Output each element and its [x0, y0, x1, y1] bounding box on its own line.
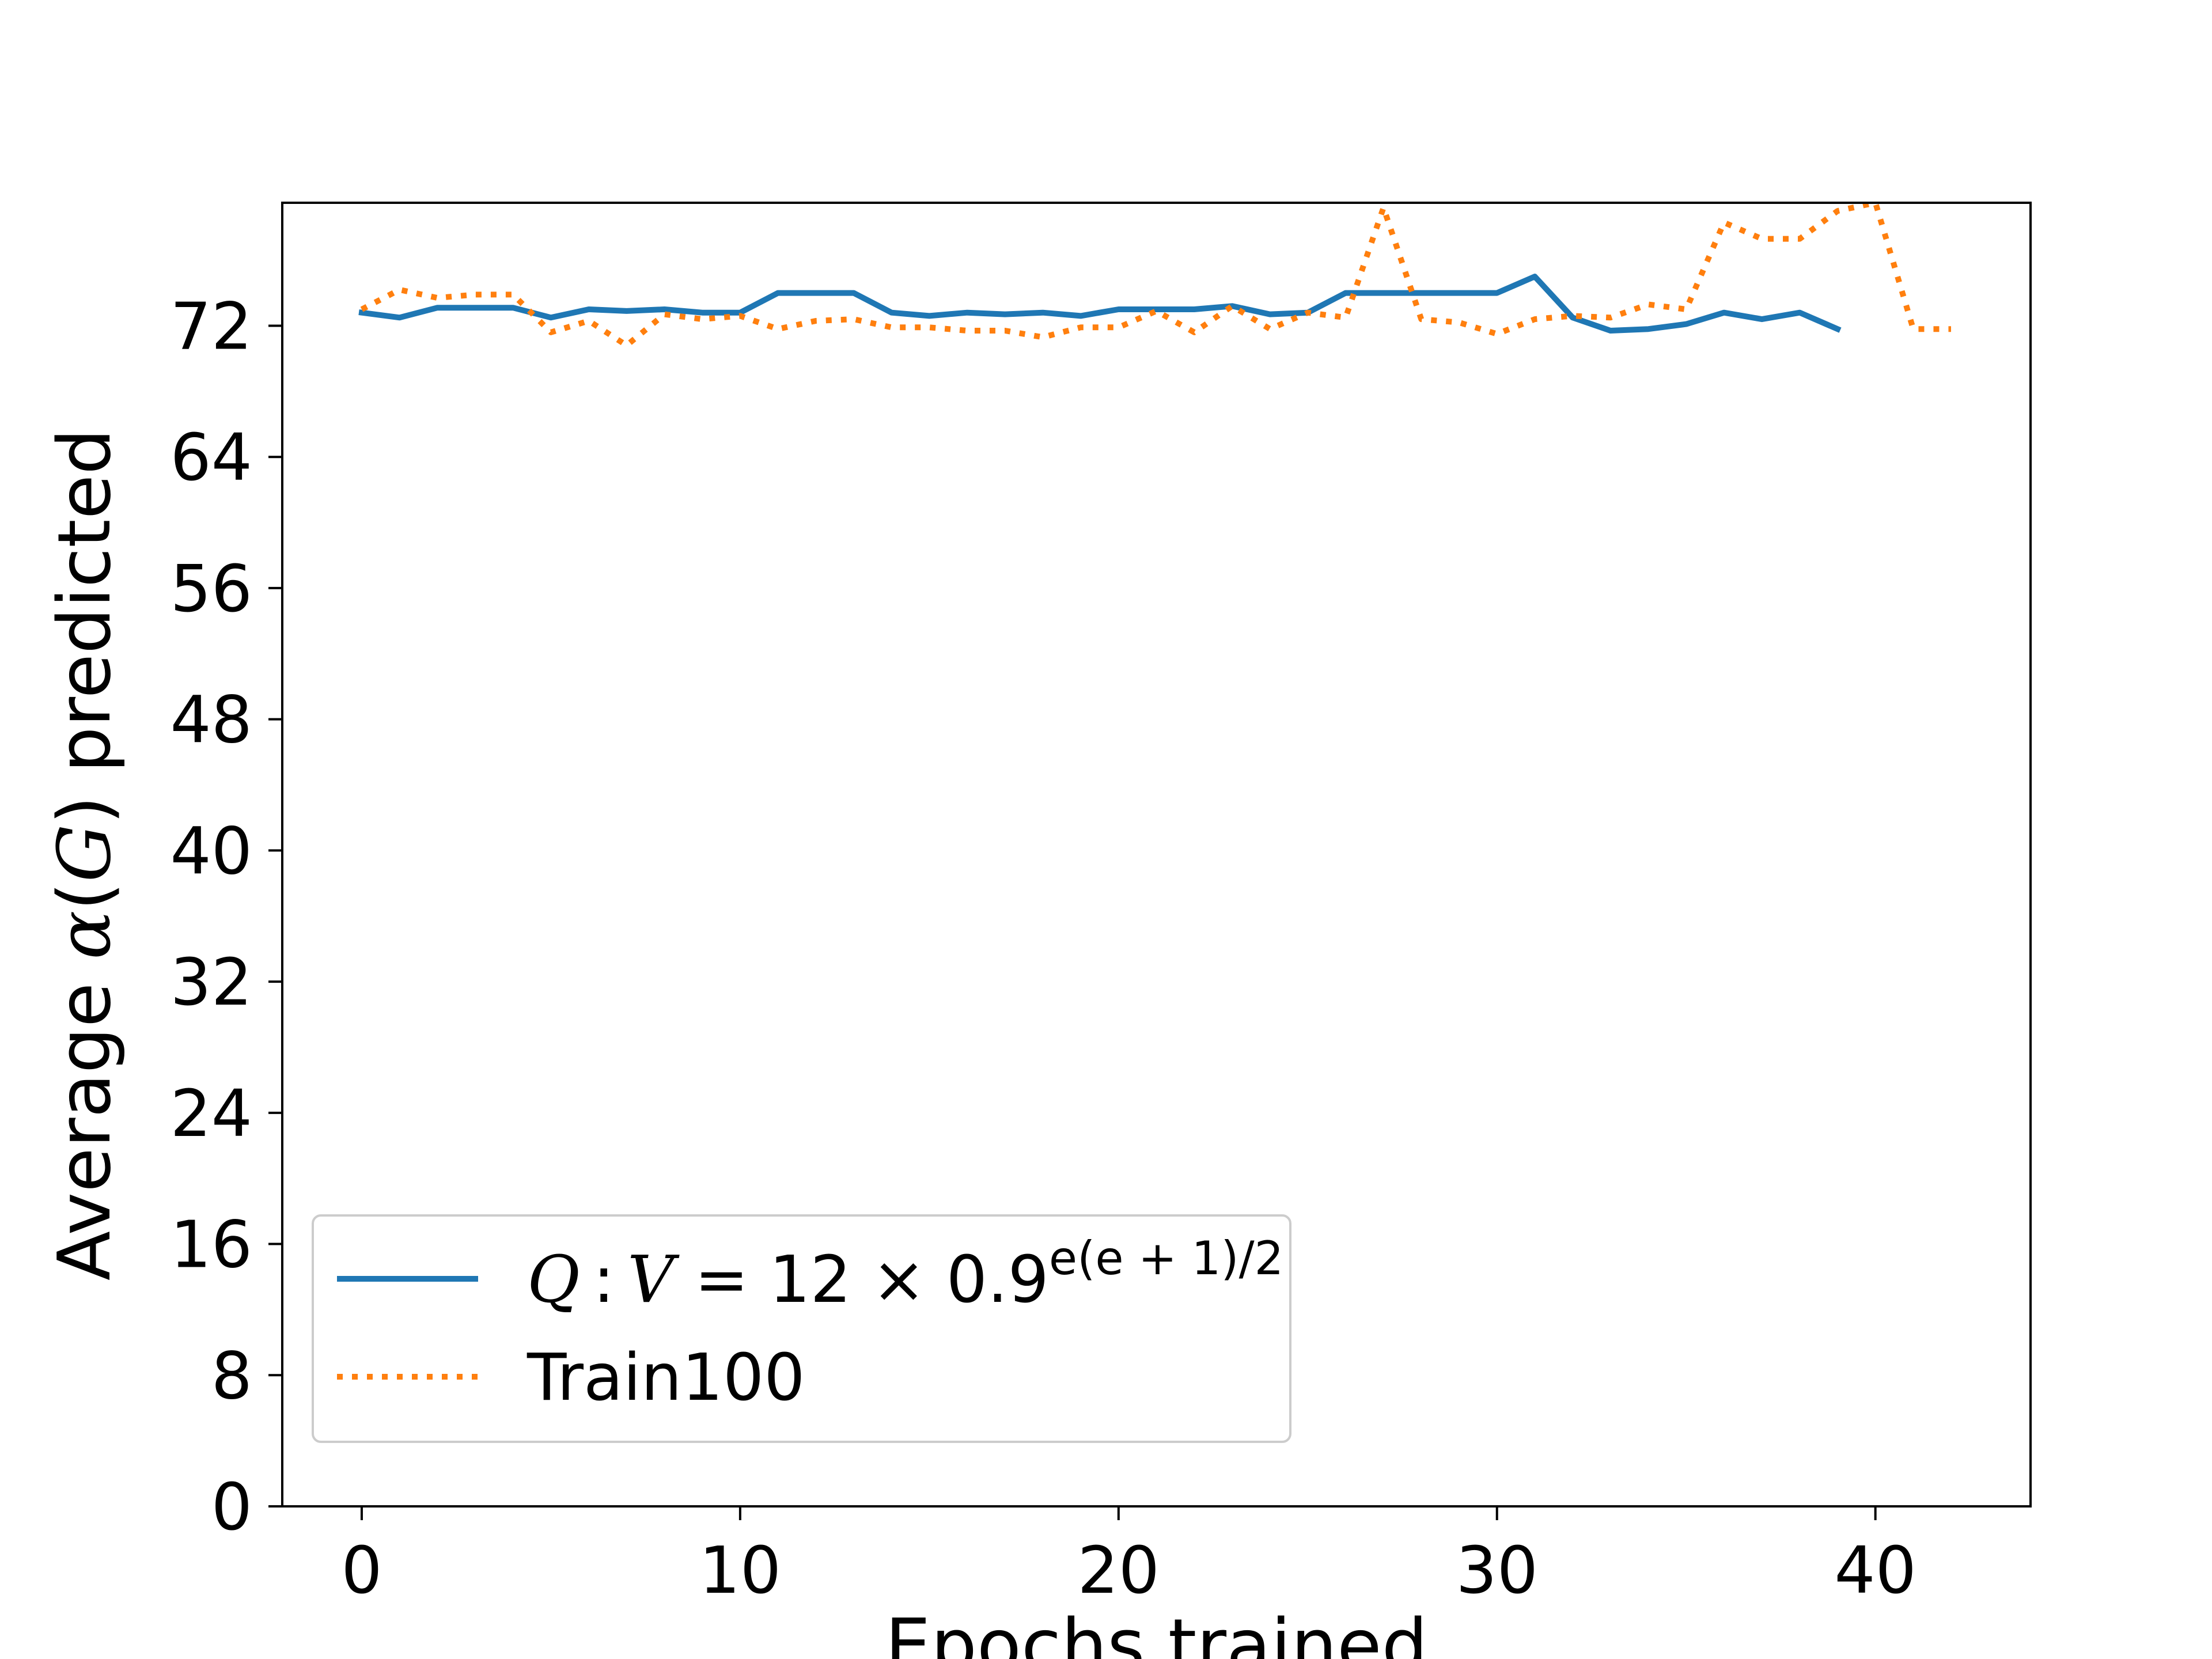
- legend: Q : V = 12 × 0.9e(e + 1)/2 Train100: [312, 1214, 1291, 1443]
- y-tick-label: 24: [170, 1077, 252, 1152]
- x-tick-label: 0: [341, 1533, 382, 1608]
- series-layer: [358, 203, 1951, 349]
- legend-label-series-1: Q : V = 12 × 0.9e(e + 1)/2: [527, 1232, 1283, 1317]
- y-tick-label: 56: [170, 552, 252, 627]
- y-axis: 0 8 16 24 32 40 48 56 64 72: [170, 289, 282, 1545]
- legend-box: [312, 1214, 1291, 1443]
- y-tick-label: 64: [170, 421, 252, 495]
- legend-label-series-2: Train100: [527, 1340, 805, 1415]
- x-tick-label: 20: [1078, 1533, 1160, 1608]
- y-tick-label: 40: [170, 814, 252, 889]
- x-axis-label: Epochs trained: [885, 1603, 1427, 1659]
- plot-frame: [281, 202, 2032, 1508]
- y-tick-label: 72: [170, 289, 252, 364]
- x-tick-label: 40: [1834, 1533, 1916, 1608]
- x-tick-label: 30: [1456, 1533, 1538, 1608]
- y-tick-label: 48: [170, 683, 252, 758]
- y-tick-label: 8: [211, 1339, 252, 1414]
- x-tick-label: 10: [699, 1533, 782, 1608]
- y-tick-label: 32: [170, 945, 252, 1020]
- y-tick-label: 16: [170, 1208, 252, 1283]
- series-line-1: [358, 274, 1842, 334]
- x-axis: 0 10 20 30 40: [341, 1506, 1916, 1608]
- y-axis-label: Average α(G) predicted: [42, 429, 127, 1281]
- y-tick-label: 0: [211, 1470, 252, 1545]
